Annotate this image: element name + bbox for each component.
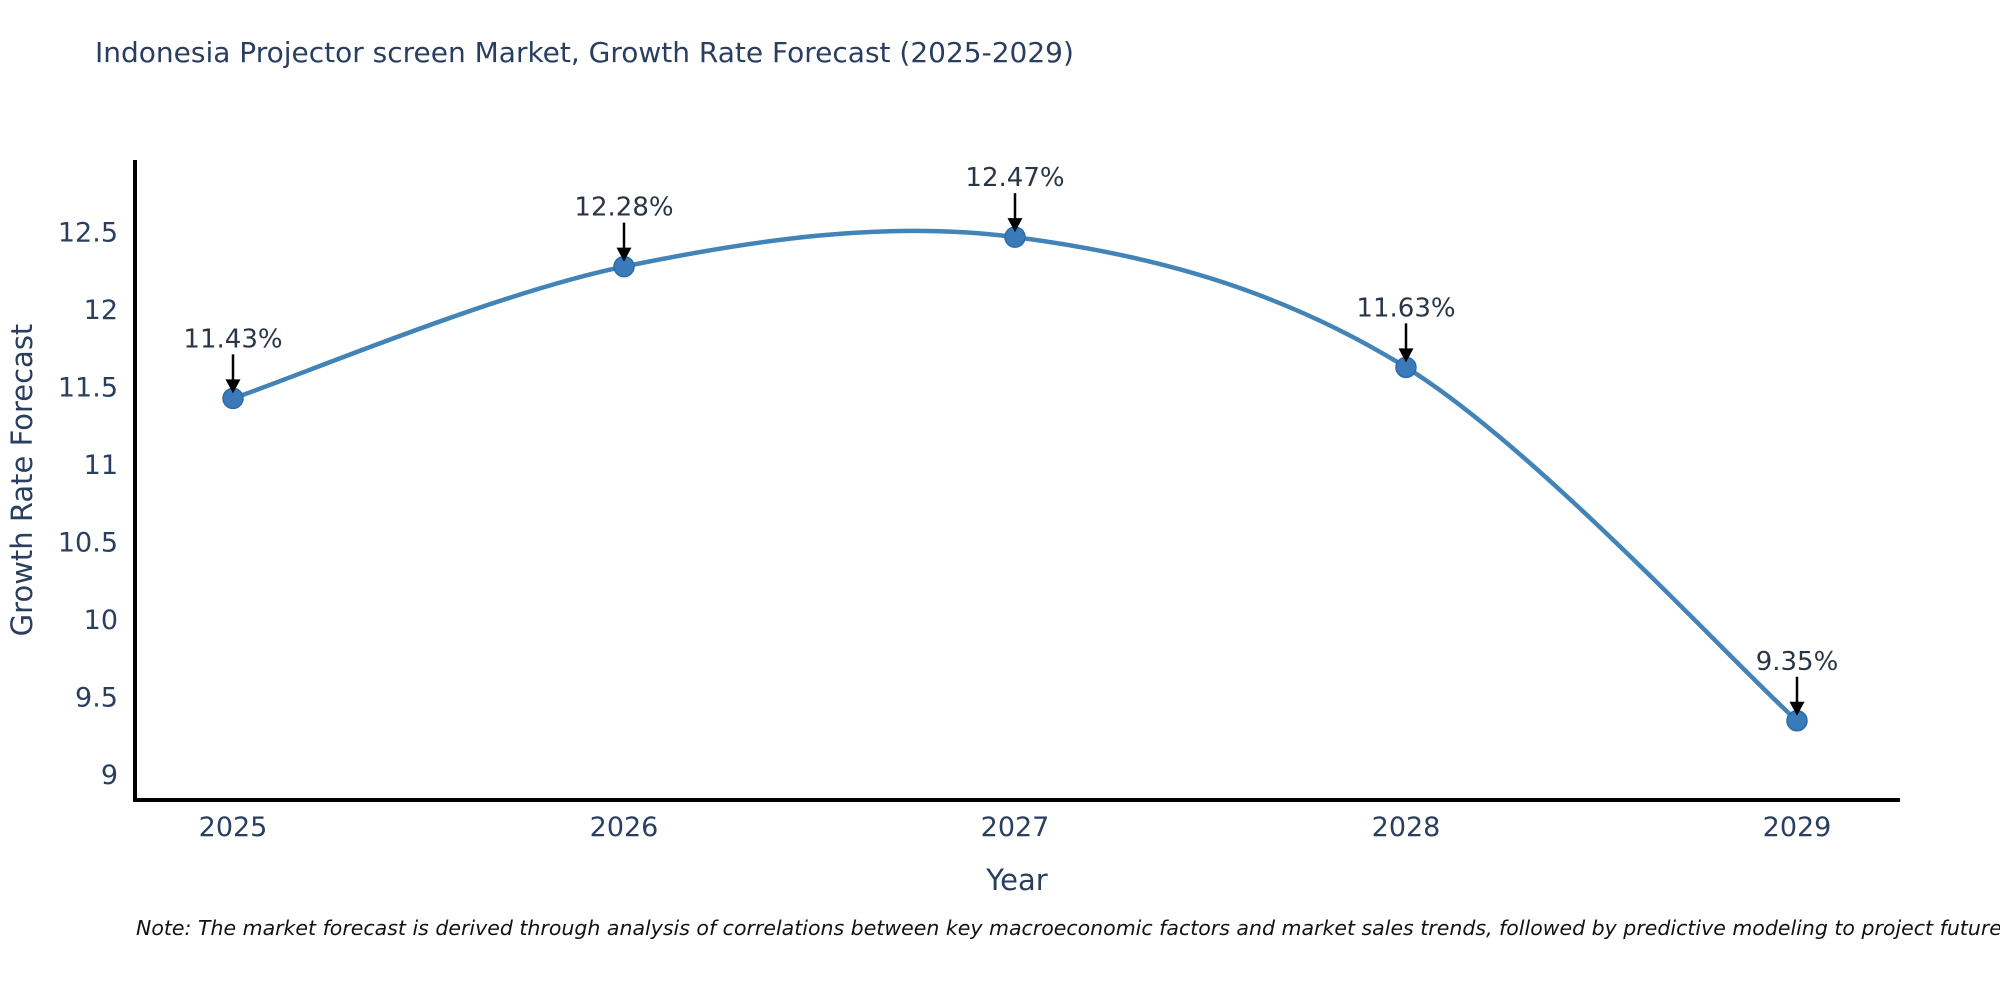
chart-plot-area: 9 9.5 10 10.5 11 11.5 12 12.5 2025 2026 2027 2028 20… [58, 160, 1900, 843]
annotation-arrow-head [616, 247, 632, 262]
annotation-arrow-head [225, 379, 241, 394]
chart-title: Indonesia Projector screen Market, Growt… [95, 36, 1074, 69]
y-tick-label: 12.5 [58, 218, 118, 249]
x-tick-label: 2025 [199, 812, 268, 843]
trend-line [230, 228, 1800, 724]
data-point-label: 9.35% [1756, 647, 1839, 677]
y-axis-title: Growth Rate Forecast [5, 324, 39, 637]
y-tick-label: 9.5 [75, 683, 118, 714]
y-tick-label: 10 [84, 605, 118, 636]
x-axis-title: Year [985, 863, 1047, 897]
y-tick-label: 10.5 [58, 528, 118, 559]
y-tick-label: 11.5 [58, 373, 118, 404]
x-tick-label: 2028 [1372, 812, 1441, 843]
annotation-arrow-head [1398, 348, 1414, 363]
data-point-label: 12.47% [965, 163, 1064, 193]
data-point-label: 11.63% [1356, 293, 1455, 323]
data-point-label: 11.43% [183, 324, 282, 354]
x-tick-label: 2029 [1763, 812, 1832, 843]
x-tick-label: 2027 [981, 812, 1050, 843]
data-point-label: 12.28% [574, 193, 673, 223]
y-tick-label: 11 [84, 450, 118, 481]
annotation-arrow-head [1007, 218, 1023, 233]
footnote: Note: The market forecast is derived thr… [136, 916, 2000, 940]
annotation-arrow-head [1789, 701, 1805, 716]
x-tick-label: 2026 [590, 812, 659, 843]
y-tick-label: 9 [101, 760, 118, 791]
y-tick-label: 12 [84, 295, 118, 326]
